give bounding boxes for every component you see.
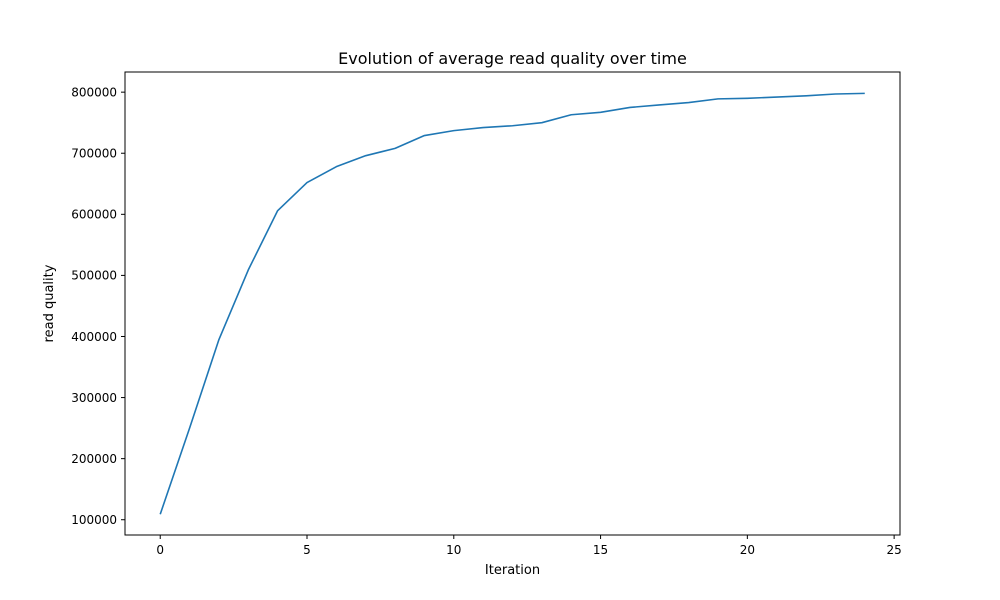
- y-tick-label: 500000: [71, 269, 117, 283]
- axis-ticks: 0 5 10 15 20 25 100000 200000 300000 400000 500000…: [71, 85, 902, 557]
- x-tick-label: 5: [303, 543, 311, 557]
- y-tick-label: 100000: [71, 513, 117, 527]
- y-tick-label: 300000: [71, 391, 117, 405]
- y-tick-label: 200000: [71, 452, 117, 466]
- y-tick-label: 800000: [71, 85, 117, 99]
- x-tick-label: 10: [446, 543, 461, 557]
- y-tick-label: 400000: [71, 330, 117, 344]
- x-tick-label: 15: [593, 543, 608, 557]
- x-tick-label: 20: [740, 543, 755, 557]
- axes-frame: [124, 71, 901, 536]
- x-tick-label: 0: [156, 543, 164, 557]
- x-axis-label: Iteration: [485, 563, 540, 578]
- plot-area: [159, 92, 865, 515]
- x-tick-label: 25: [886, 543, 901, 557]
- y-axis-label: read quality: [42, 264, 57, 342]
- chart-title: Evolution of average read quality over t…: [338, 49, 687, 68]
- y-tick-label: 700000: [71, 147, 117, 161]
- series-line: [159, 92, 865, 515]
- y-tick-label: 600000: [71, 208, 117, 222]
